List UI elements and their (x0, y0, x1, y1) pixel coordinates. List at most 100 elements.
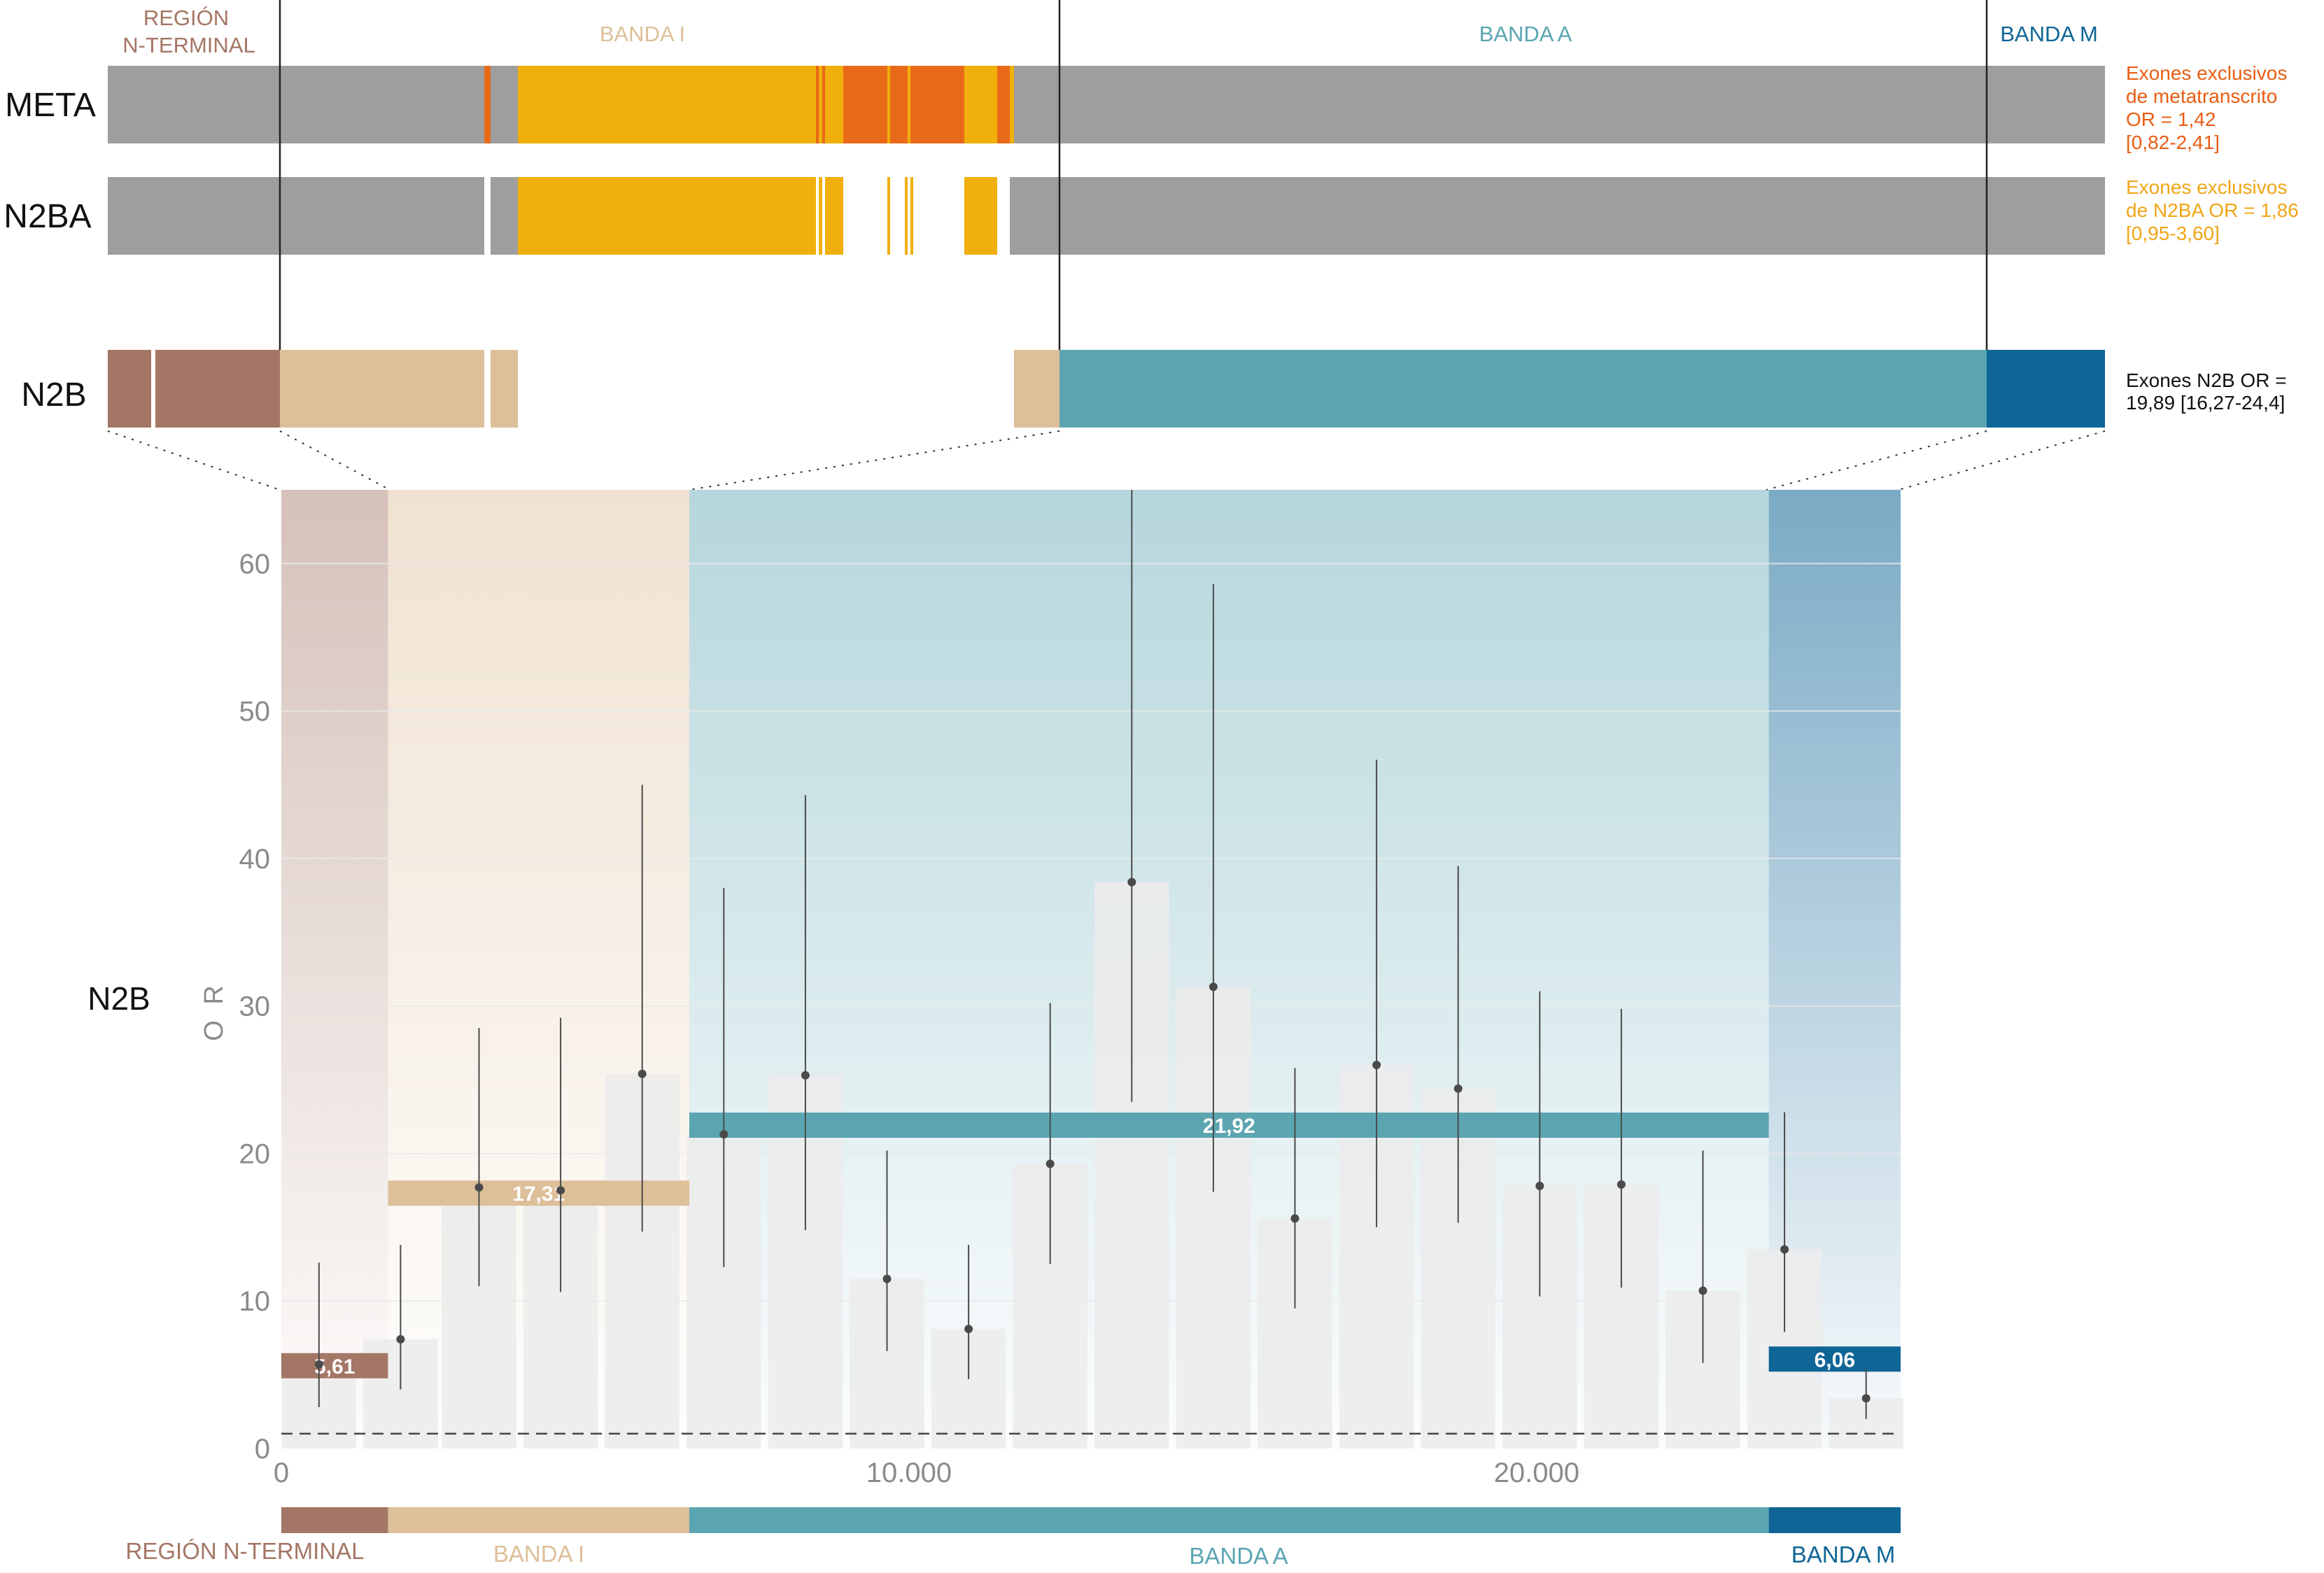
or-point (474, 1183, 484, 1192)
region-or-label: 6,06 (1815, 1348, 1855, 1371)
or-point (801, 1071, 810, 1080)
n2ba-yellow-segment (910, 177, 913, 255)
y-tick-label: 50 (239, 696, 271, 727)
n2b-bandaM-segment (1987, 350, 2105, 428)
y-tick-label: 20 (239, 1138, 271, 1169)
or-point (964, 1325, 973, 1334)
footer-region-segment (689, 1507, 1769, 1533)
meta-yellow-segment (518, 66, 843, 143)
x-tick-label: 0 (274, 1458, 289, 1488)
or-point (1453, 1084, 1463, 1093)
meta-orange-segment (843, 66, 964, 143)
y-axis: 0 10 20 30 40 50 60 (239, 549, 271, 1465)
footer-region-segment (281, 1507, 388, 1533)
footer-region-segment (388, 1507, 689, 1533)
connector-line (689, 430, 1060, 491)
region-or-label: 21,92 (1203, 1115, 1255, 1138)
n2ba-grey-segment (491, 177, 518, 255)
or-point (638, 1069, 647, 1078)
or-point (1045, 1159, 1055, 1169)
meta-track: META Exones exclusivos de metatranscrito… (5, 62, 2287, 153)
meta-note: Exones exclusivos de metatranscrito OR =… (2126, 62, 2287, 153)
n2b-track-label: N2B (21, 376, 86, 414)
y-tick-label: 30 (239, 992, 271, 1022)
n2b-note-line: Exones N2B OR = (2126, 369, 2287, 391)
y-tick-label: 60 (239, 549, 271, 579)
header-bandaI-label: BANDA I (600, 22, 685, 46)
y-tick-label: 40 (239, 844, 271, 875)
meta-orange-segment (997, 66, 1010, 143)
or-point (1780, 1245, 1789, 1254)
header-bandaM-label: BANDA M (2000, 22, 2098, 46)
n2b-note-line: 19,89 [16,27-24,4] (2126, 392, 2285, 414)
n2ba-track: N2BA Exones exclusivos de N2BA OR = 1,86… (3, 176, 2299, 255)
n2b-track: N2B Exones N2B OR = 19,89 [16,27-24,4] (21, 350, 2287, 428)
meta-orange-segment (816, 66, 819, 143)
footer-region-strip: REGIÓN N-TERMINAL BANDA I BANDA A BANDA M (125, 1507, 1901, 1569)
or-point (1372, 1061, 1381, 1069)
or-point (1617, 1180, 1626, 1189)
n2b-note: Exones N2B OR = 19,89 [16,27-24,4] (2126, 369, 2287, 414)
or-point (1209, 982, 1218, 992)
n2b-bandaA-segment (1059, 350, 1987, 428)
or-point (719, 1130, 728, 1139)
region-or-label: 17,31 (512, 1183, 565, 1206)
n2ba-track-label: N2BA (3, 198, 91, 235)
meta-track-bar (108, 66, 2105, 143)
meta-note-line: Exones exclusivos (2126, 62, 2287, 84)
zoom-connectors (107, 430, 2106, 491)
or-point (882, 1274, 892, 1283)
n2b-bandaI-segment (280, 350, 484, 428)
n2ba-note-line: de N2BA OR = 1,86 (2126, 199, 2299, 221)
footer-region-label: REGIÓN N-TERMINAL (125, 1538, 364, 1564)
gridlines (281, 563, 1901, 1302)
header-nterm-label: REGIÓN (143, 6, 229, 30)
header-nterm-label: N-TERMINAL (122, 33, 255, 57)
connector-line (107, 430, 281, 491)
or-point (396, 1335, 405, 1344)
n2b-nterm-segment (155, 350, 280, 428)
exon-tracks: META Exones exclusivos de metatranscrito… (3, 0, 2299, 491)
region-or-bar (388, 1180, 689, 1206)
n2ba-grey-segment (1010, 177, 2105, 255)
meta-note-line: [0,82-2,41] (2126, 132, 2220, 153)
n2b-bandaI-segment (1014, 350, 1059, 428)
meta-note-line: de metatranscrito (2126, 85, 2277, 107)
n2ba-yellow-segment (825, 177, 843, 255)
n2b-bandaI-segment (491, 350, 518, 428)
footer-region-label: BANDA A (1189, 1543, 1288, 1569)
panel-row-label: N2B (87, 980, 150, 1017)
n2ba-yellow-segment (964, 177, 997, 255)
meta-yellow-segment (964, 66, 997, 143)
or-point (1290, 1214, 1300, 1223)
meta-track-label: META (5, 87, 96, 124)
x-tick-label: 10.000 (866, 1458, 952, 1488)
meta-yellow-segment (908, 66, 910, 143)
or-point (1535, 1181, 1544, 1190)
or-point (314, 1360, 323, 1369)
header-bandaA-label: BANDA A (1479, 22, 1572, 46)
y-tick-label: 0 (255, 1434, 270, 1465)
confidence-intervals (314, 490, 1871, 1419)
or-point (1127, 877, 1136, 887)
n2ba-note-line: Exones exclusivos (2126, 176, 2287, 198)
n2b-nterm-segment (108, 350, 151, 428)
meta-note-line: OR = 1,42 (2126, 108, 2216, 130)
or-point (1861, 1394, 1871, 1403)
n2ba-yellow-segment (905, 177, 908, 255)
n2ba-yellow-segment (819, 177, 822, 255)
y-axis-label: O R (199, 981, 229, 1041)
footer-region-label: BANDA I (493, 1541, 584, 1567)
connector-line (279, 430, 390, 491)
connector-line (1898, 430, 2106, 491)
n2ba-grey-segment (108, 177, 484, 255)
meta-yellow-segment (1010, 66, 1014, 143)
meta-orange-segment (822, 66, 825, 143)
n2ba-note-line: [0,95-3,60] (2126, 223, 2220, 244)
connector-line (1766, 430, 1987, 491)
y-tick-label: 10 (239, 1286, 271, 1317)
or-point (1698, 1286, 1707, 1295)
